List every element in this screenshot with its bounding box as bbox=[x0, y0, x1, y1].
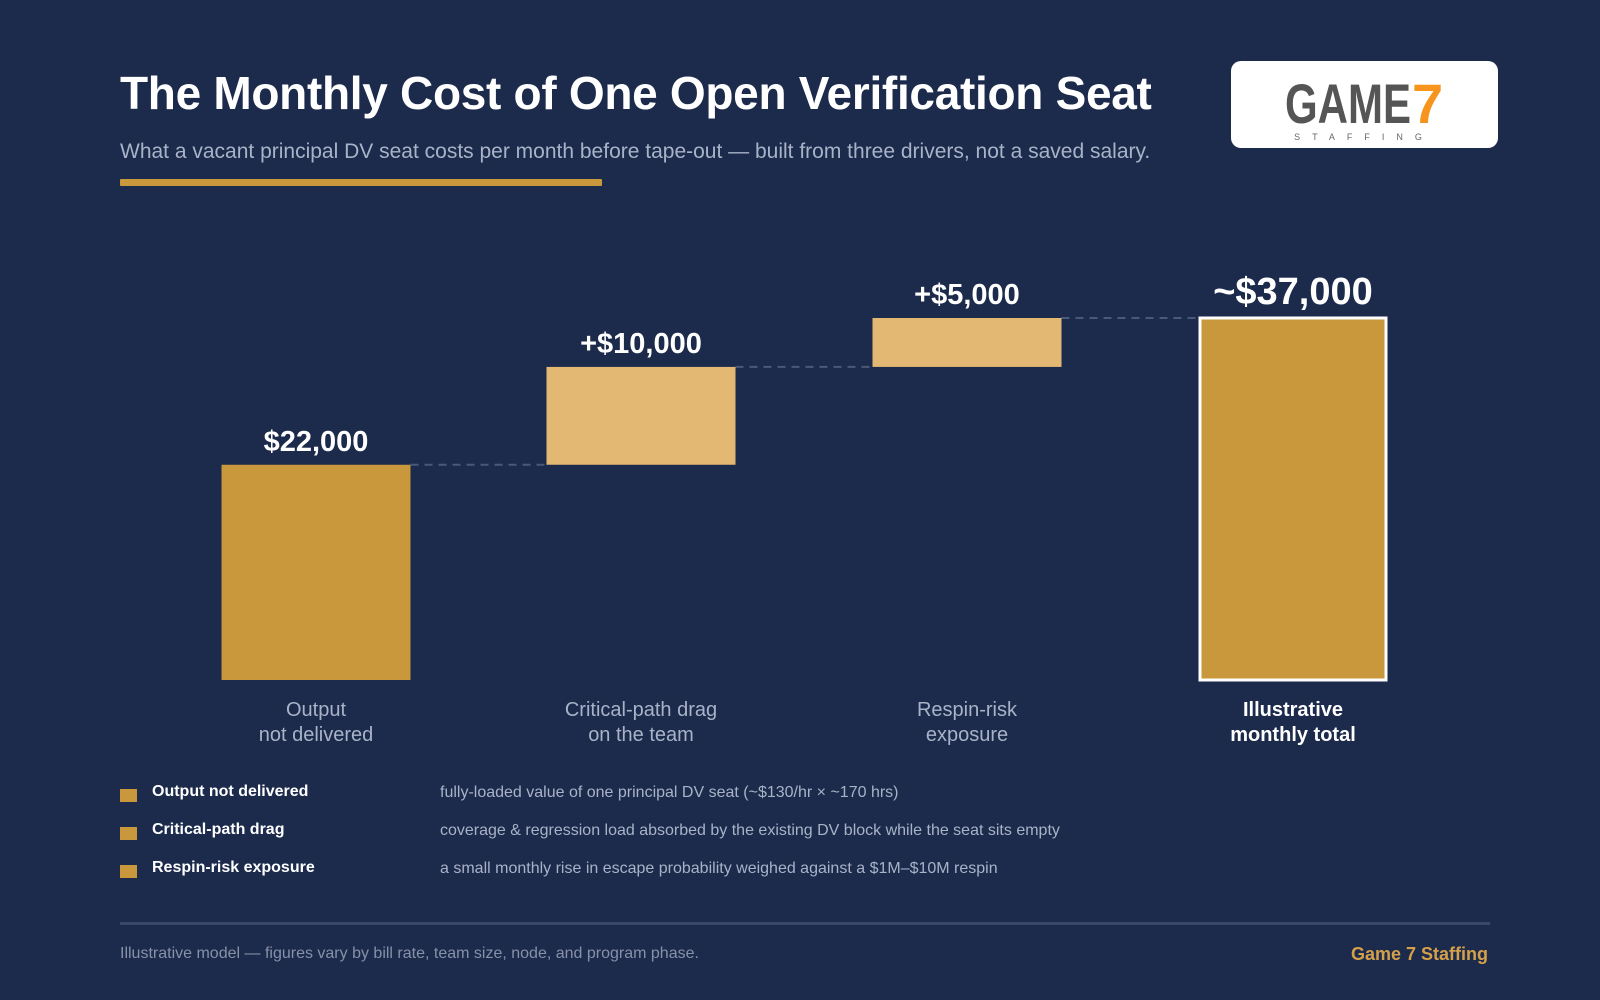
footer-note: Illustrative model — figures vary by bil… bbox=[120, 945, 699, 962]
category-label: not delivered bbox=[259, 724, 374, 746]
category-label: on the team bbox=[588, 724, 694, 746]
legend-desc: fully-loaded value of one principal DV s… bbox=[440, 784, 899, 801]
logo-word: GAME bbox=[1285, 72, 1411, 135]
footer-brand: Game 7 Staffing bbox=[1350, 944, 1488, 964]
legend-name: Respin-risk exposure bbox=[152, 859, 315, 876]
legend-swatch bbox=[120, 827, 137, 840]
accent-rule bbox=[120, 179, 602, 186]
legend-item: Respin-risk exposure a small monthly ris… bbox=[120, 856, 1120, 894]
page-subtitle: What a vacant principal DV seat costs pe… bbox=[120, 140, 1151, 163]
legend-desc: a small monthly rise in escape probabili… bbox=[440, 860, 998, 877]
legend: Output not delivered fully-loaded value … bbox=[120, 780, 1120, 894]
category-label: Critical-path drag bbox=[565, 699, 717, 721]
logo-digit: 7 bbox=[1412, 72, 1443, 135]
legend-swatch bbox=[120, 865, 137, 878]
category-label: monthly total bbox=[1230, 724, 1356, 746]
value-label: +$5,000 bbox=[914, 279, 1020, 311]
game7-staffing-logo-icon: GAME 7 STAFFING bbox=[1285, 72, 1443, 142]
logo-tagline: STAFFING bbox=[1294, 132, 1434, 142]
legend-desc: coverage & regression load absorbed by t… bbox=[440, 822, 1060, 839]
category-label: Output bbox=[286, 699, 346, 721]
bar-total bbox=[1198, 316, 1388, 682]
waterfall-chart: $22,000 Output not delivered +$10,000 Critic… bbox=[221, 271, 1388, 746]
category-label: Illustrative bbox=[1243, 699, 1343, 721]
legend-item: Output not delivered fully-loaded value … bbox=[120, 780, 1120, 818]
legend-name: Output not delivered bbox=[152, 783, 309, 800]
category-label: Respin-risk bbox=[917, 699, 1018, 721]
legend-swatch bbox=[120, 789, 137, 802]
footer-rule bbox=[120, 922, 1490, 925]
legend-name: Critical-path drag bbox=[152, 821, 285, 838]
value-label: ~$37,000 bbox=[1213, 271, 1373, 313]
bar-increment bbox=[872, 318, 1062, 367]
logo-card: GAME 7 STAFFING bbox=[1231, 61, 1498, 148]
category-label: exposure bbox=[926, 724, 1008, 746]
bar-increment bbox=[546, 366, 736, 465]
page-title: The Monthly Cost of One Open Verificatio… bbox=[120, 67, 1152, 119]
value-label: $22,000 bbox=[264, 426, 369, 458]
legend-item: Critical-path drag coverage & regression… bbox=[120, 818, 1120, 856]
bar-base bbox=[221, 464, 411, 680]
value-label: +$10,000 bbox=[580, 328, 702, 360]
